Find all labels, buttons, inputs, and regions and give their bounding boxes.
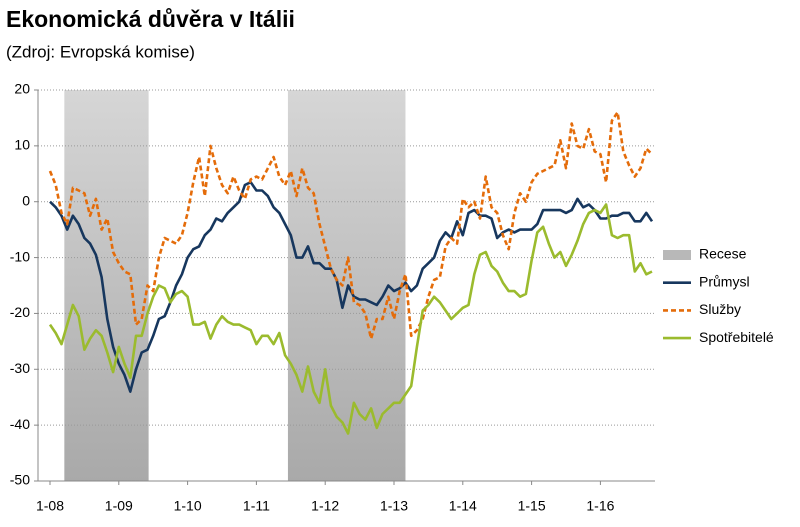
chart-subtitle: (Zdroj: Evropská komise) [6,42,195,61]
x-tick-label: 1-12 [311,498,339,514]
y-tick-label: -40 [10,416,30,432]
series-line [48,111,653,340]
y-tick-label: -30 [10,360,30,376]
y-tick-label: 10 [14,137,30,153]
x-tick-label: 1-16 [586,498,614,514]
y-tick-label: 20 [14,81,30,97]
legend-label: Služby [699,301,741,317]
y-tick-label: -20 [10,304,30,320]
y-tick-label: 0 [22,192,30,208]
recession-band [287,90,406,481]
x-tick-label: 1-08 [36,498,64,514]
series-line [48,203,653,435]
x-tick-label: 1-10 [174,498,202,514]
chart-title: Ekonomická důvěra v Itálii [6,6,295,32]
x-tick-label: 1-11 [243,498,270,514]
x-tick-label: 1-09 [105,498,133,514]
x-tick-label: 1-14 [449,498,477,514]
legend-swatch [663,250,691,260]
legend-label: Recese [699,246,747,262]
recession-band [64,90,149,481]
legend-label: Průmysl [699,273,750,289]
y-tick-label: -50 [10,472,30,488]
series-line [49,180,654,393]
x-tick-label: 1-15 [518,498,546,514]
y-tick-label: -10 [10,248,30,264]
x-tick-label: 1-13 [380,498,408,514]
legend-label: Spotřebitelé [699,329,774,345]
